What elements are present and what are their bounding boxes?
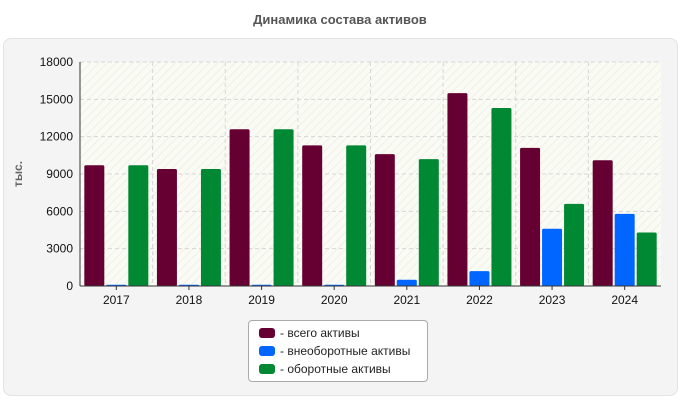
legend-swatch <box>259 364 275 374</box>
y-axis-label: тыс. <box>11 161 25 187</box>
bar-series-1-2018 <box>156 169 177 286</box>
bar-series-1-2021 <box>374 154 395 286</box>
x-tick-label: 2017 <box>103 293 130 307</box>
y-tick-label: 9000 <box>46 167 73 181</box>
x-tick-label: 2020 <box>321 293 348 307</box>
bar-series-3-2018 <box>200 169 221 286</box>
bar-series-2-2024 <box>614 213 635 286</box>
bar-series-2-2023 <box>542 228 563 286</box>
bars <box>84 93 657 287</box>
legend-item-3: - оборотные активы <box>259 360 427 378</box>
y-tick-label: 12000 <box>40 130 74 144</box>
y-tick-label: 6000 <box>46 204 73 218</box>
y-tick-label: 0 <box>66 279 73 293</box>
y-tick-label: 18000 <box>40 55 74 69</box>
bar-series-1-2023 <box>520 147 541 286</box>
chart-title: Динамика состава активов <box>253 12 427 27</box>
bar-series-3-2023 <box>564 203 585 286</box>
bar-series-3-2021 <box>418 159 439 286</box>
legend-label: - оборотные активы <box>280 362 391 376</box>
bar-series-3-2017 <box>128 165 149 286</box>
bar-series-2-2021 <box>396 279 417 286</box>
bar-series-1-2022 <box>447 93 468 286</box>
bar-series-1-2019 <box>229 129 250 286</box>
x-tick-label: 2019 <box>248 293 275 307</box>
legend-swatch <box>259 346 275 356</box>
bar-series-1-2017 <box>84 165 105 286</box>
legend: - всего активы - внеоборотные активы - обо… <box>248 320 428 382</box>
bar-series-1-2020 <box>302 145 323 286</box>
y-tick-label: 3000 <box>46 242 73 256</box>
y-tick-label: 15000 <box>40 92 74 106</box>
x-tick-labels: 2017 2018 2019 2020 2021 2022 2023 2024 <box>103 286 638 307</box>
bar-series-3-2020 <box>346 145 367 286</box>
legend-label: - всего активы <box>280 326 360 340</box>
bar-series-1-2024 <box>592 160 613 286</box>
legend-item-1: - всего активы <box>259 324 427 342</box>
legend-item-2: - внеоборотные активы <box>259 342 427 360</box>
x-tick-label: 2023 <box>539 293 566 307</box>
legend-label: - внеоборотные активы <box>280 344 411 358</box>
bar-series-3-2019 <box>273 129 294 286</box>
x-tick-label: 2024 <box>611 293 638 307</box>
legend-swatch <box>259 328 275 338</box>
x-tick-label: 2018 <box>176 293 203 307</box>
x-tick-label: 2021 <box>393 293 420 307</box>
bar-series-2-2022 <box>469 271 490 286</box>
y-tick-labels: 0 3000 6000 9000 12000 15000 18000 <box>40 55 74 293</box>
bar-series-3-2022 <box>491 108 512 287</box>
bar-series-3-2024 <box>636 232 657 286</box>
x-tick-label: 2022 <box>466 293 493 307</box>
